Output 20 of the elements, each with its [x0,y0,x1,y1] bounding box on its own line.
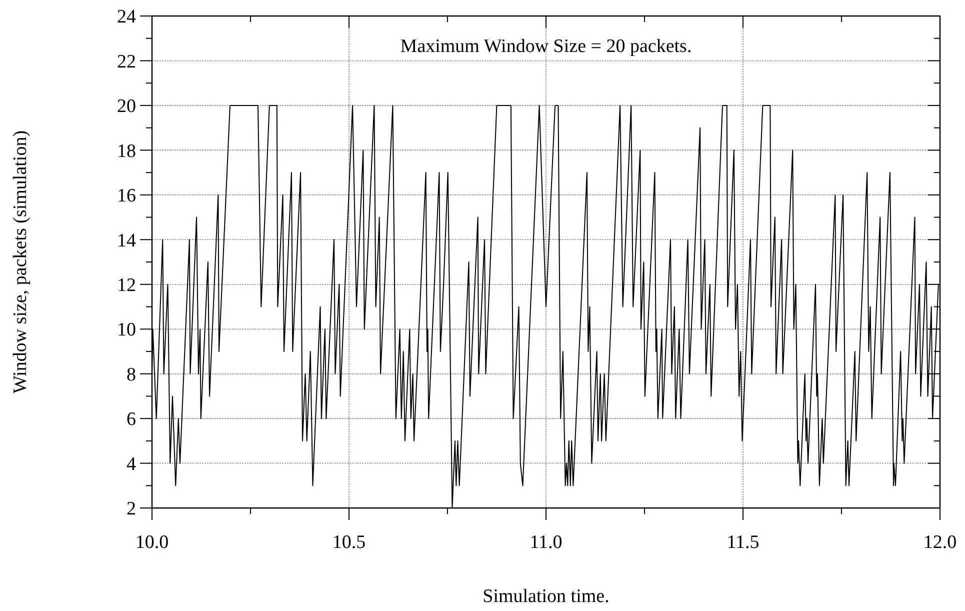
y-tick-label: 6 [126,409,136,430]
x-axis-title: Simulation time. [482,586,610,607]
y-tick-label: 20 [117,96,136,118]
x-tick-label: 10.5 [332,532,366,553]
y-tick-label: 4 [126,454,136,475]
x-tick-label: 12.0 [923,532,957,553]
x-tick-label: 11.0 [530,532,562,553]
x-tick-label: 10.0 [135,532,169,553]
y-tick-label: 18 [117,140,136,162]
x-tick-label: 11.5 [726,532,760,553]
y-tick-label: 2 [126,498,136,520]
y-tick-label: 22 [117,51,136,72]
y-axis-title: Window size, packets (simulation) [10,130,31,394]
y-tick-label: 16 [117,186,136,207]
y-tick-label: 8 [126,364,136,386]
y-tick-label: 14 [117,230,136,252]
y-tick-label: 12 [117,275,136,296]
annotation: Maximum Window Size = 20 packets. [400,36,692,57]
y-tick-label: 24 [117,6,136,28]
y-tick-label: 10 [117,320,136,341]
